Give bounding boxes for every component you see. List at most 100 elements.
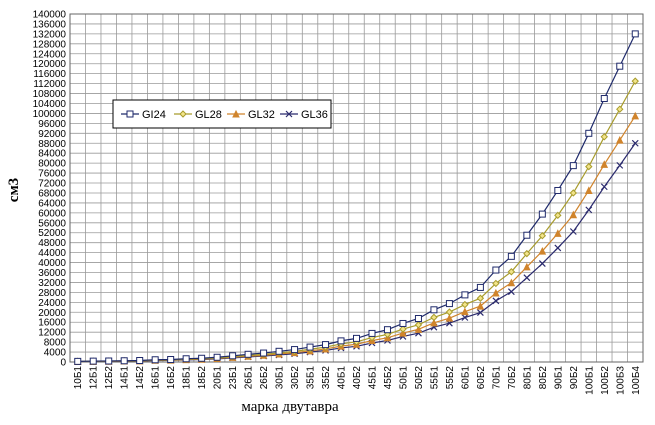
point <box>414 321 423 329</box>
y-tick-label: 44000 <box>38 248 66 259</box>
y-tick-label: 12000 <box>38 328 66 339</box>
point <box>507 252 515 260</box>
point <box>554 244 562 252</box>
point <box>167 356 175 364</box>
point <box>74 357 82 365</box>
y-tick-label: 72000 <box>38 179 66 190</box>
x-tick-label: 60Б2 <box>476 366 487 390</box>
point <box>538 260 546 267</box>
y-tick-label: 52000 <box>38 228 66 239</box>
point <box>383 326 391 334</box>
point <box>492 288 500 297</box>
point <box>631 30 639 38</box>
x-tick-label: 14Б2 <box>135 366 146 390</box>
point <box>368 329 376 337</box>
legend-label: GL32 <box>248 109 275 121</box>
point <box>569 228 577 235</box>
point <box>337 337 345 345</box>
x-tick-label: 16Б1 <box>151 366 162 390</box>
point <box>631 139 639 147</box>
point <box>476 294 485 302</box>
x-tick-label: 35Б2 <box>321 366 332 390</box>
point <box>89 357 97 365</box>
point <box>600 183 608 191</box>
point <box>399 319 407 327</box>
point <box>399 325 407 333</box>
point <box>430 318 438 327</box>
x-tick-label: 26Б2 <box>259 366 270 390</box>
point <box>445 308 454 316</box>
point <box>182 355 190 363</box>
legend-label: GL36 <box>301 109 328 121</box>
y-tick-label: 96000 <box>38 119 66 130</box>
point <box>600 95 608 103</box>
point <box>430 313 438 322</box>
y-tick-label: 20000 <box>38 308 66 319</box>
y-tick-label: 108000 <box>33 89 67 100</box>
y-tick-label: 56000 <box>38 218 66 229</box>
y-tick-label: 40000 <box>38 258 66 269</box>
point <box>585 129 593 137</box>
x-tick-label: 80Б2 <box>538 366 549 390</box>
point <box>615 136 624 144</box>
point <box>445 314 454 322</box>
y-tick-label: 24000 <box>38 298 66 309</box>
point <box>445 300 453 308</box>
point <box>213 353 221 361</box>
point <box>523 249 531 258</box>
x-axis-title: марка двутавра <box>241 399 339 415</box>
x-tick-label: 45Б2 <box>383 366 394 390</box>
x-tick-label: 12Б2 <box>104 366 115 390</box>
x-tick-label: 10Б1 <box>73 366 84 390</box>
legend-label: GI24 <box>142 109 166 121</box>
x-tick-label: 100Б1 <box>584 366 595 395</box>
y-tick-label: 76000 <box>38 169 66 180</box>
x-tick-label: 14Б1 <box>120 366 131 390</box>
x-tick-label: 30Б1 <box>275 366 286 390</box>
y-tick-label: 112000 <box>33 79 66 90</box>
point <box>631 77 639 85</box>
y-tick-label: 16000 <box>38 318 66 329</box>
x-tick-label: 55Б2 <box>445 366 456 390</box>
y-tick-label: 104000 <box>33 99 67 110</box>
y-tick-label: 88000 <box>38 139 66 150</box>
y-tick-label: 120000 <box>33 59 67 70</box>
point <box>507 288 515 296</box>
x-tick-label: 23Б1 <box>228 366 239 390</box>
point <box>136 357 144 365</box>
y-tick-label: 4000 <box>44 348 67 359</box>
x-tick-label: 100Б3 <box>615 366 626 395</box>
point <box>260 349 268 357</box>
point <box>461 291 469 299</box>
point <box>523 274 531 282</box>
y-tick-label: 140000 <box>33 10 67 21</box>
point <box>492 297 500 305</box>
legend-marker <box>179 110 187 118</box>
x-tick-label: 50Б2 <box>414 366 425 390</box>
point <box>538 246 547 255</box>
point <box>105 357 113 365</box>
point <box>616 62 624 70</box>
x-tick-label: 26Б1 <box>244 366 255 390</box>
legend-marker <box>232 109 240 118</box>
point <box>523 262 531 271</box>
y-tick-label: 84000 <box>38 149 66 160</box>
point <box>414 315 422 322</box>
point <box>569 162 577 170</box>
x-tick-label: 55Б1 <box>429 366 440 390</box>
x-tick-label: 90Б2 <box>569 366 580 390</box>
point <box>291 346 299 354</box>
point <box>151 356 159 364</box>
x-tick-label: 16Б2 <box>166 366 177 390</box>
point <box>461 307 469 316</box>
point <box>600 133 608 141</box>
point <box>523 231 531 239</box>
point <box>353 334 360 342</box>
point <box>461 314 469 321</box>
x-tick-label: 90Б1 <box>553 366 564 390</box>
point <box>569 210 578 219</box>
point <box>275 347 283 355</box>
y-tick-label: 68000 <box>38 188 66 199</box>
x-tick-label: 80Б1 <box>522 366 533 390</box>
